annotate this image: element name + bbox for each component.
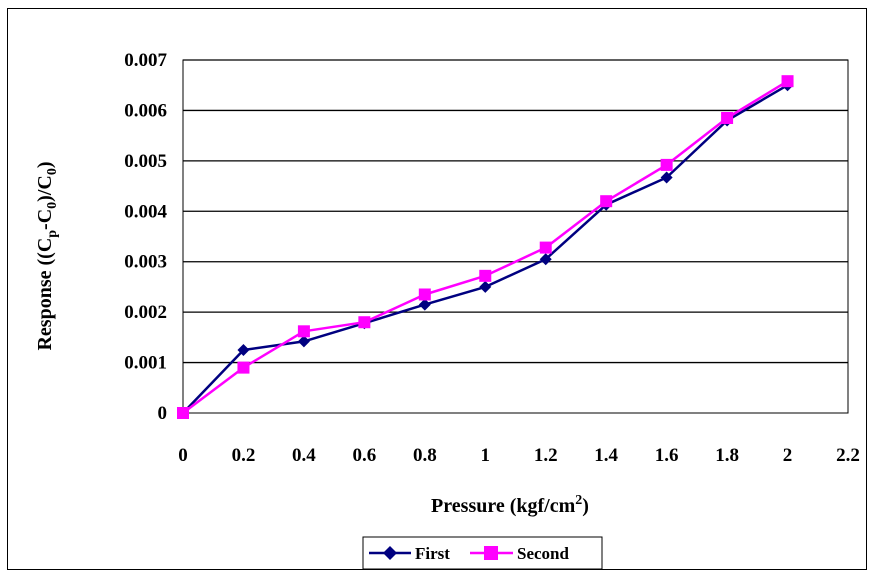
- x-axis-title-sup: 2: [575, 493, 582, 508]
- legend-second-label: Second: [517, 544, 570, 563]
- data-point-first: [660, 171, 673, 184]
- y-tick-labels: 0 0.001 0.002 0.003 0.004 0.005 0.006 0.007: [124, 50, 167, 424]
- data-point-second: [660, 158, 673, 171]
- x-tick-label: 1.2: [534, 445, 558, 466]
- y-axis-title-part: -C: [34, 209, 56, 230]
- y-axis-title: Response ((Cp-C0)/C0): [34, 161, 60, 350]
- x-tick-label: 1: [481, 445, 491, 466]
- legend-first-marker: [383, 546, 397, 560]
- data-point-first: [237, 343, 250, 356]
- x-tick-label: 1.8: [715, 445, 739, 466]
- x-axis-title-part: ): [582, 495, 589, 517]
- x-tick-labels: 0 0.2 0.4 0.6 0.8 1 1.2 1.4 1.6 1.8 2 2.2: [178, 445, 860, 466]
- x-axis-title: Pressure (kgf/cm2): [431, 493, 589, 517]
- x-axis-title-part: Pressure (kgf/cm: [431, 495, 576, 517]
- y-axis-title-part: )/C: [34, 175, 56, 202]
- y-axis-title-part: Response ((C: [34, 238, 56, 351]
- legend-second-marker: [484, 546, 498, 560]
- y-tick-label: 0.005: [124, 151, 167, 172]
- data-point-second: [418, 288, 431, 301]
- y-axis-title-sub-0b: 0: [45, 168, 60, 175]
- y-axis-title-sub-0: 0: [45, 202, 60, 209]
- y-tick-label: 0.006: [124, 100, 167, 121]
- data-point-second: [358, 316, 371, 329]
- y-tick-label: 0.002: [124, 302, 167, 323]
- series-lines: [177, 75, 794, 419]
- y-tick-label: 0.004: [124, 201, 167, 222]
- x-tick-label: 2: [783, 445, 793, 466]
- y-tick-label: 0.003: [124, 252, 167, 273]
- data-point-second: [479, 269, 492, 282]
- plot-area: [182, 59, 849, 414]
- x-tick-label: 0: [178, 445, 188, 466]
- y-axis-title-part: ): [34, 161, 56, 168]
- x-tick-label: 1.4: [594, 445, 618, 466]
- legend: First Second: [362, 536, 603, 570]
- series-first: [177, 79, 794, 419]
- x-tick-label: 2.2: [836, 445, 860, 466]
- y-axis-title-sub-p: p: [45, 230, 60, 238]
- x-tick-label: 0.8: [413, 445, 437, 466]
- x-tick-label: 0.6: [352, 445, 376, 466]
- data-point-second: [297, 325, 310, 338]
- x-tick-label: 0.4: [292, 445, 316, 466]
- chart-frame: [7, 8, 867, 570]
- data-point-second: [177, 407, 189, 419]
- x-tick-label: 1.6: [655, 445, 679, 466]
- series-line-second: [182, 80, 789, 414]
- y-tick-label: 0.001: [124, 353, 167, 374]
- data-point-first: [297, 335, 310, 348]
- y-tick-label: 0.007: [124, 50, 167, 71]
- data-point-second: [721, 111, 734, 124]
- data-point-first: [479, 280, 492, 293]
- x-tick-label: 0.2: [232, 445, 256, 466]
- y-tick-label: 0: [158, 403, 168, 424]
- data-point-first: [539, 253, 552, 266]
- data-point-second: [600, 195, 613, 208]
- data-point-second: [237, 361, 250, 374]
- series-line-first: [182, 84, 789, 414]
- series-second: [177, 75, 794, 419]
- data-point-second: [781, 75, 794, 88]
- data-point-first: [418, 298, 431, 311]
- legend-first-label: First: [415, 544, 450, 563]
- data-point-second: [539, 241, 552, 254]
